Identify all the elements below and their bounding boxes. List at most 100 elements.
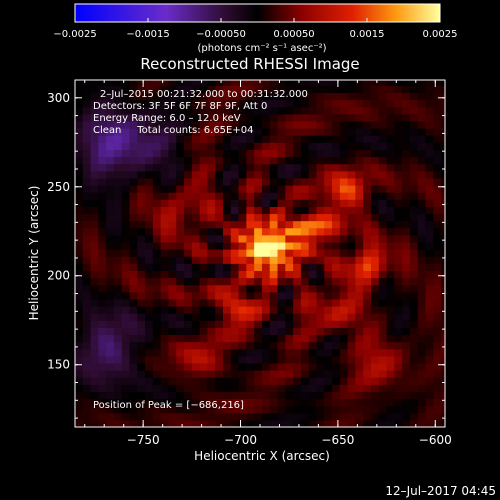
heatmap-pixel: [425, 334, 434, 343]
heatmap-pixel: [199, 163, 209, 172]
heatmap-pixel: [261, 298, 271, 307]
heatmap-pixel: [230, 355, 240, 364]
heatmap-pixel: [168, 277, 177, 286]
heatmap-pixel: [433, 99, 442, 108]
heatmap-pixel: [308, 313, 318, 321]
heatmap-pixel: [355, 234, 364, 243]
heatmap-pixel: [184, 270, 193, 279]
heatmap-pixel: [285, 234, 294, 243]
heatmap-pixel: [324, 398, 333, 407]
heatmap-pixel: [409, 384, 419, 393]
x-tick-label: −700: [224, 433, 257, 447]
heatmap-pixel: [145, 241, 154, 250]
heatmap-pixel: [425, 241, 434, 250]
heatmap-pixel: [417, 377, 427, 385]
heatmap-pixel: [90, 113, 99, 122]
heatmap-pixel: [386, 327, 395, 336]
heatmap-pixel: [300, 348, 310, 357]
heatmap-pixel: [113, 213, 123, 222]
heatmap-pixel: [199, 142, 209, 150]
heatmap-pixel: [113, 377, 123, 385]
heatmap-pixel: [152, 384, 162, 393]
heatmap-pixel: [300, 156, 310, 165]
heatmap-pixel: [207, 149, 216, 158]
heatmap-pixel: [277, 163, 286, 172]
heatmap-pixel: [402, 135, 411, 143]
heatmap-pixel: [308, 192, 318, 200]
heatmap-pixel: [355, 370, 364, 378]
heatmap-pixel: [176, 270, 185, 279]
heatmap-pixel: [106, 213, 115, 222]
heatmap-pixel: [184, 298, 193, 307]
heatmap-pixel: [300, 291, 310, 300]
heatmap-pixel: [254, 305, 263, 314]
heatmap-pixel: [230, 412, 240, 421]
heatmap-pixel: [254, 313, 263, 321]
heatmap-pixel: [339, 192, 349, 200]
heatmap-pixel: [300, 263, 310, 272]
heatmap-pixel: [324, 199, 333, 207]
heatmap-pixel: [238, 298, 247, 307]
heatmap-pixel: [285, 184, 294, 193]
heatmap-pixel: [160, 99, 170, 108]
heatmap-pixel: [277, 128, 286, 136]
heatmap-pixel: [417, 85, 427, 94]
heatmap-pixel: [152, 113, 162, 122]
heatmap-pixel: [332, 120, 341, 129]
heatmap-pixel: [184, 192, 193, 200]
heatmap-pixel: [160, 298, 170, 307]
heatmap-pixel: [98, 270, 107, 279]
heatmap-pixel: [277, 305, 286, 314]
heatmap-pixel: [293, 206, 302, 215]
heatmap-pixel: [441, 135, 445, 143]
heatmap-pixel: [215, 362, 224, 371]
heatmap-pixel: [300, 99, 310, 108]
heatmap-pixel: [199, 85, 209, 94]
heatmap-pixel: [207, 163, 216, 172]
heatmap-pixel: [355, 398, 364, 407]
heatmap-pixel: [98, 370, 107, 378]
heatmap-pixel: [230, 128, 240, 136]
heatmap-pixel: [332, 80, 341, 86]
heatmap-pixel: [168, 284, 177, 293]
heatmap-pixel: [75, 92, 84, 101]
heatmap-pixel: [121, 313, 131, 321]
heatmap-pixel: [347, 405, 357, 414]
heatmap-pixel: [113, 298, 123, 307]
heatmap-pixel: [308, 241, 318, 250]
heatmap-pixel: [441, 419, 445, 427]
heatmap-pixel: [339, 305, 349, 314]
heatmap-pixel: [75, 384, 84, 393]
heatmap-pixel: [215, 170, 224, 179]
heatmap-pixel: [137, 355, 146, 364]
heatmap-pixel: [261, 320, 271, 328]
heatmap-pixel: [417, 113, 427, 122]
heatmap-pixel: [269, 156, 279, 165]
heatmap-pixel: [394, 320, 403, 328]
heatmap-pixel: [363, 113, 372, 122]
heatmap-pixel: [277, 263, 286, 272]
heatmap-pixel: [363, 184, 372, 193]
heatmap-pixel: [168, 263, 177, 272]
heatmap-pixel: [160, 170, 170, 179]
heatmap-pixel: [199, 419, 209, 427]
heatmap-pixel: [417, 106, 427, 115]
heatmap-pixel: [378, 177, 388, 186]
heatmap-pixel: [98, 305, 107, 314]
heatmap-pixel: [230, 142, 240, 150]
heatmap-pixel: [82, 263, 92, 272]
heatmap-pixel: [386, 135, 395, 143]
heatmap-pixel: [324, 241, 333, 250]
heatmap-pixel: [316, 405, 325, 414]
heatmap-pixel: [199, 341, 209, 350]
heatmap-pixel: [168, 384, 177, 393]
y-tick-label: 300: [47, 91, 70, 105]
heatmap-pixel: [184, 419, 193, 427]
heatmap-pixel: [441, 227, 445, 236]
heatmap-pixel: [113, 355, 123, 364]
heatmap-pixel: [339, 291, 349, 300]
heatmap-pixel: [145, 163, 154, 172]
heatmap-pixel: [246, 384, 255, 393]
heatmap-pixel: [347, 305, 357, 314]
heatmap-pixel: [238, 412, 247, 421]
